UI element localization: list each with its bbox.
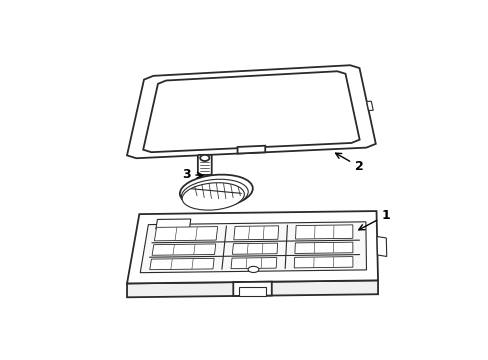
Polygon shape (233, 226, 278, 240)
Polygon shape (143, 71, 359, 152)
Polygon shape (366, 101, 372, 111)
Text: 3: 3 (182, 168, 203, 181)
Polygon shape (156, 219, 190, 229)
Ellipse shape (181, 179, 248, 209)
Polygon shape (295, 225, 352, 239)
Ellipse shape (180, 175, 252, 207)
Polygon shape (376, 237, 386, 256)
Text: 2: 2 (335, 153, 363, 173)
Polygon shape (237, 146, 264, 154)
Ellipse shape (247, 266, 258, 273)
Polygon shape (294, 257, 352, 268)
Polygon shape (294, 242, 352, 253)
Polygon shape (232, 243, 277, 254)
Polygon shape (230, 257, 276, 269)
Polygon shape (154, 226, 217, 241)
Polygon shape (149, 258, 214, 270)
Polygon shape (127, 211, 377, 283)
Polygon shape (238, 287, 266, 296)
Polygon shape (233, 282, 271, 296)
Text: 1: 1 (358, 209, 390, 230)
Polygon shape (127, 65, 375, 158)
FancyBboxPatch shape (198, 155, 211, 175)
Ellipse shape (182, 183, 244, 210)
Polygon shape (140, 222, 366, 273)
Polygon shape (152, 244, 215, 255)
Polygon shape (127, 280, 377, 297)
Ellipse shape (200, 155, 209, 161)
